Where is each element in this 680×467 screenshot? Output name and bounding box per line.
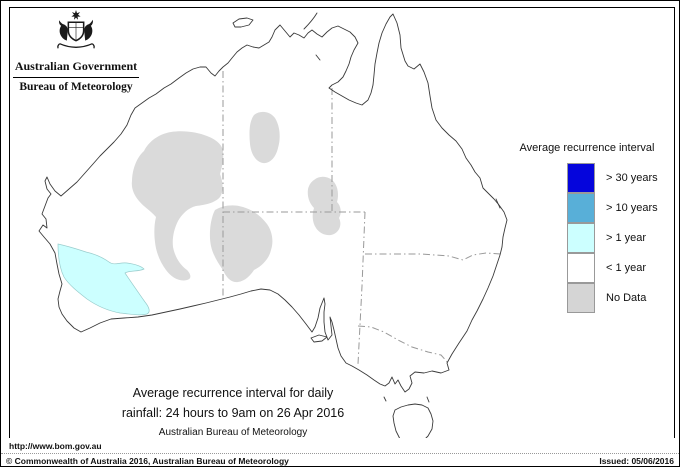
caption-line-1: Average recurrence interval for daily xyxy=(132,386,334,400)
mainland-outline xyxy=(38,13,508,393)
emu xyxy=(84,19,93,41)
kangaroo xyxy=(59,20,68,41)
legend-label: > 10 years xyxy=(606,202,658,214)
no-data-southern-nt xyxy=(249,111,280,164)
no-data-central-wa xyxy=(131,131,224,281)
issued-date: Issued: 05/06/2016 xyxy=(599,456,674,466)
caption-line-3: Australian Bureau of Meteorology xyxy=(158,427,308,438)
wessel-islands xyxy=(303,12,318,30)
logo-government-text: Australian Government xyxy=(14,59,138,73)
shield-cross xyxy=(68,22,84,41)
copyright-text: © Commonwealth of Australia 2016, Austra… xyxy=(6,456,289,466)
flinders-island xyxy=(426,396,430,403)
rainfall-region-sw-wa xyxy=(57,243,150,316)
fraser-island xyxy=(495,198,501,209)
bom-logo: Australian Government Bureau of Meteorol… xyxy=(11,9,141,93)
state-borders xyxy=(222,71,502,365)
legend-item: > 10 years xyxy=(501,192,673,223)
tasmania-outline xyxy=(392,403,434,449)
kangaroo-island xyxy=(310,334,328,343)
legend-item: < 1 year xyxy=(501,252,673,283)
border-nsw-vic xyxy=(357,325,450,365)
legend-swatch-nodata xyxy=(567,282,595,313)
bom-url: http://www.bom.gov.au xyxy=(9,441,102,451)
legend: Average recurrence interval > 30 years >… xyxy=(501,142,673,313)
logo-divider xyxy=(13,77,139,78)
legend-swatch-lt1 xyxy=(567,252,595,283)
groote-eylandt xyxy=(315,54,321,61)
star xyxy=(71,10,81,20)
map-caption: Average recurrence interval for daily ra… xyxy=(59,383,407,440)
legend-title: Average recurrence interval xyxy=(519,142,655,154)
melville-island xyxy=(232,17,254,28)
legend-swatch-gt30 xyxy=(567,162,595,193)
no-data-northern-sa xyxy=(209,205,273,283)
legend-swatch-gt10 xyxy=(567,192,595,223)
legend-item: > 1 year xyxy=(501,222,673,253)
coastline xyxy=(38,12,508,449)
coat-of-arms-icon xyxy=(57,10,95,49)
caption-line-2: rainfall: 24 hours to 9am on 26 Apr 2016 xyxy=(121,406,345,420)
legend-label: > 30 years xyxy=(606,172,658,184)
scroll xyxy=(57,43,95,49)
legend-label: < 1 year xyxy=(606,262,647,274)
legend-item: No Data xyxy=(501,282,673,313)
border-141e xyxy=(357,211,366,365)
king-island xyxy=(383,396,387,402)
legend-swatch-gt1 xyxy=(567,222,595,253)
footer-divider xyxy=(1,453,679,454)
logo-bureau-text: Bureau of Meteorology xyxy=(19,81,133,93)
border-qld-nsw xyxy=(365,252,502,261)
footer-bar: http://www.bom.gov.au © Commonwealth of … xyxy=(1,438,679,466)
legend-label: No Data xyxy=(606,292,647,304)
legend-item: > 30 years xyxy=(501,162,673,193)
no-data-patches xyxy=(131,111,341,283)
legend-label: > 1 year xyxy=(606,232,647,244)
